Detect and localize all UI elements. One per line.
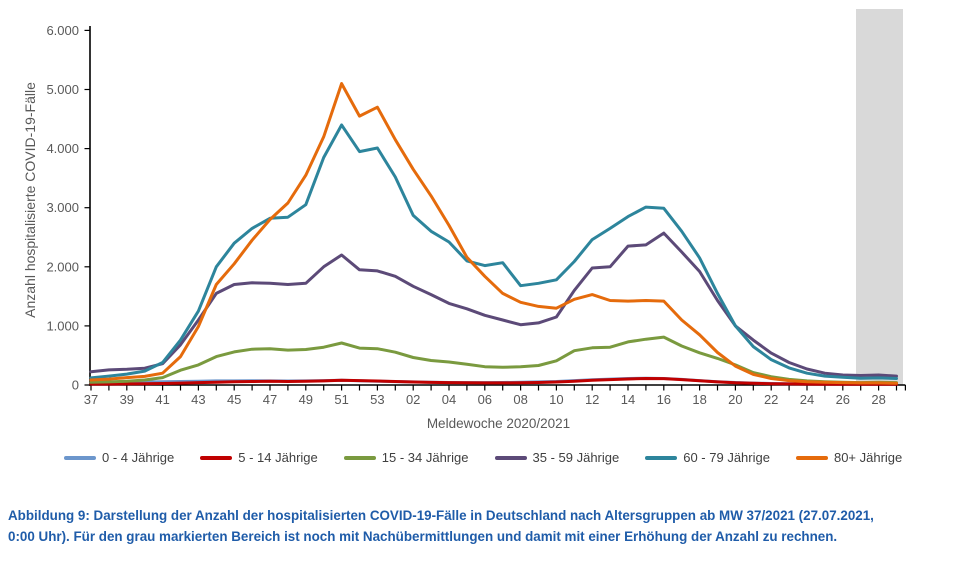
- chart-legend: 0 - 4 Jährige 5 - 14 Jährige 15 - 34 Jähri…: [64, 450, 902, 465]
- x-axis-title: Meldewoche 2020/2021: [426, 416, 571, 431]
- legend-label: 80+ Jährige: [833, 450, 903, 465]
- svg-text:24: 24: [800, 392, 814, 407]
- legend-item: 5 - 14 Jährige: [200, 450, 318, 465]
- legend-swatch: [645, 455, 678, 460]
- series-line-60-79Jährige: [89, 123, 898, 380]
- svg-text:53: 53: [370, 392, 384, 407]
- caption-line-2: 0:00 Uhr). Für den grau markierten Berei…: [8, 529, 838, 545]
- legend-swatch: [343, 455, 376, 460]
- series-line-15-34Jährige: [89, 335, 898, 385]
- figure-container: 0 1.000 2.000 3.000 4.000 5.000 6.000 37 39 41 43 4…: [8, 9, 907, 544]
- series-line-5-14Jährige: [89, 377, 898, 386]
- chart-area: 0 1.000 2.000 3.000 4.000 5.000 6.000 37 39 41 43 4…: [22, 9, 907, 465]
- y-axis-title: Anzahl hospitalisierte COVID-19-Fälle: [22, 82, 38, 318]
- legend-item: 80+ Jährige: [795, 450, 903, 465]
- svg-text:39: 39: [120, 392, 134, 407]
- legend-label: 35 - 59 Jährige: [532, 450, 620, 465]
- legend-label: 0 - 4 Jährige: [102, 450, 175, 465]
- svg-text:43: 43: [191, 392, 205, 407]
- figure-caption: Abbildung 9: Darstellung der Anzahl der …: [8, 505, 950, 548]
- legend-item: 15 - 34 Jährige: [343, 450, 469, 465]
- legend-item: 0 - 4 Jährige: [64, 450, 174, 465]
- svg-text:0: 0: [72, 378, 79, 393]
- svg-text:18: 18: [692, 392, 706, 407]
- svg-text:20: 20: [728, 392, 742, 407]
- legend-item: 60 - 79 Jährige: [645, 450, 770, 465]
- series-line-35-59Jährige: [89, 231, 898, 378]
- svg-text:37: 37: [84, 392, 98, 407]
- svg-text:26: 26: [836, 392, 850, 407]
- svg-text:4.000: 4.000: [46, 141, 79, 156]
- svg-text:51: 51: [334, 392, 348, 407]
- legend-swatch: [494, 455, 527, 460]
- svg-text:14: 14: [621, 392, 635, 407]
- svg-text:47: 47: [263, 392, 277, 407]
- x-axis-ticks: 37 39 41 43 45 47 49 51 53 02 04 06 08 10 12 14 16 18 20 22…: [84, 385, 907, 407]
- legend-swatch: [64, 455, 96, 460]
- series-line-80+Jährige: [89, 82, 898, 385]
- legend-swatch: [200, 455, 233, 460]
- svg-text:1.000: 1.000: [46, 318, 79, 333]
- svg-text:6.000: 6.000: [46, 23, 79, 38]
- svg-text:08: 08: [513, 392, 527, 407]
- chart-svg: 0 1.000 2.000 3.000 4.000 5.000 6.000 37 39 41 43 4…: [46, 9, 907, 407]
- legend-item: 35 - 59 Jährige: [494, 450, 620, 465]
- y-axis-ticks: 0 1.000 2.000 3.000 4.000 5.000 6.000: [46, 23, 90, 393]
- late-reporting-band: [856, 9, 903, 385]
- legend-swatch: [795, 455, 828, 460]
- svg-text:41: 41: [155, 392, 169, 407]
- svg-text:28: 28: [871, 392, 885, 407]
- svg-text:04: 04: [442, 392, 456, 407]
- svg-text:10: 10: [549, 392, 563, 407]
- legend-label: 15 - 34 Jährige: [381, 450, 469, 465]
- svg-text:45: 45: [227, 392, 241, 407]
- svg-text:12: 12: [585, 392, 599, 407]
- legend-label: 5 - 14 Jährige: [238, 450, 318, 465]
- svg-text:3.000: 3.000: [46, 200, 79, 215]
- svg-text:5.000: 5.000: [46, 82, 79, 97]
- svg-text:06: 06: [478, 392, 492, 407]
- caption-line-1: Abbildung 9: Darstellung der Anzahl der …: [8, 508, 874, 523]
- svg-text:16: 16: [657, 392, 671, 407]
- legend-label: 60 - 79 Jährige: [683, 450, 770, 465]
- svg-text:22: 22: [764, 392, 778, 407]
- svg-text:49: 49: [299, 392, 313, 407]
- svg-text:02: 02: [406, 392, 420, 407]
- svg-text:2.000: 2.000: [46, 259, 79, 274]
